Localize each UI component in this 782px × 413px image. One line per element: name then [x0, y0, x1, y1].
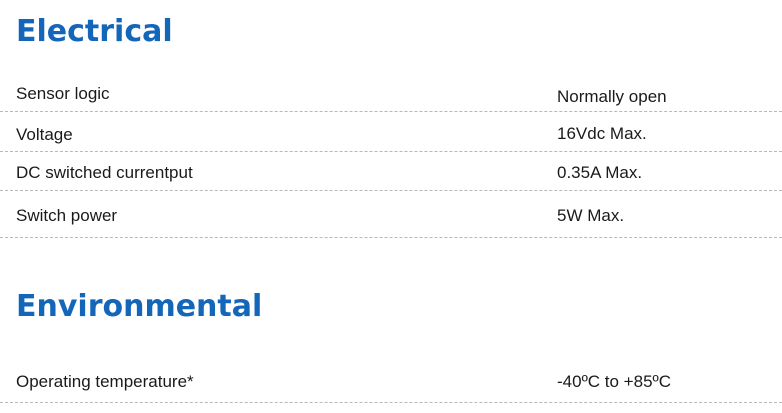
spec-row: Sensor logic Normally open	[0, 70, 782, 112]
spec-value: 16Vdc Max.	[557, 124, 647, 143]
spec-row: Voltage 16Vdc Max.	[0, 112, 782, 152]
spec-label: Switch power	[16, 206, 118, 225]
spec-label: Voltage	[16, 125, 73, 144]
spec-label: Operating temperature*	[16, 372, 194, 391]
spec-label: DC switched currentput	[16, 163, 193, 182]
spec-row: Operating temperature* -40ºC to +85ºC	[0, 355, 782, 403]
section-title-electrical: Electrical	[16, 14, 173, 49]
spec-value: -40ºC to +85ºC	[557, 372, 672, 391]
spec-value: 0.35A Max.	[557, 163, 643, 182]
spec-value: Normally open	[557, 87, 667, 106]
spec-row: DC switched currentput 0.35A Max.	[0, 152, 782, 191]
spec-row: Switch power 5W Max.	[0, 191, 782, 238]
spec-label: Sensor logic	[16, 84, 110, 103]
section-title-environmental: Environmental	[16, 289, 263, 324]
spec-value: 5W Max.	[557, 206, 625, 225]
electrical-spec-table: Sensor logic Normally open Voltage 16Vdc…	[0, 70, 782, 238]
environmental-spec-table: Operating temperature* -40ºC to +85ºC	[0, 355, 782, 403]
